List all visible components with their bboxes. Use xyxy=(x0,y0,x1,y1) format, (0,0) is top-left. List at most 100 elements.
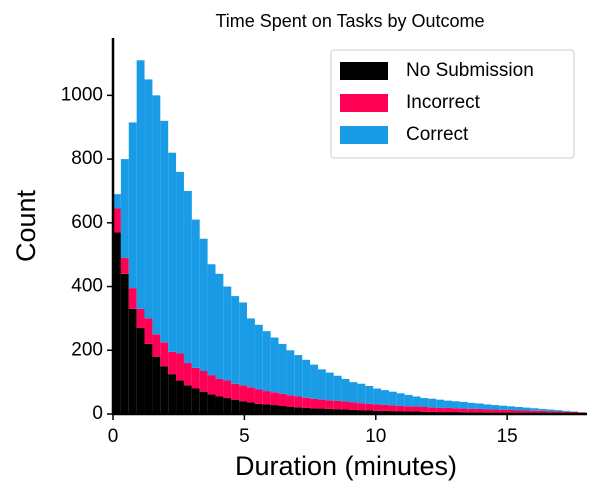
bar-segment xyxy=(325,372,334,401)
bar-segment xyxy=(215,273,224,379)
bar-segment xyxy=(341,409,350,414)
bar-segment xyxy=(191,388,200,414)
bar-segment xyxy=(341,378,350,402)
bar-segment xyxy=(207,375,216,395)
bar-segment xyxy=(310,398,318,409)
legend-swatch xyxy=(340,94,388,112)
chart-title: Time Spent on Tasks by Outcome xyxy=(215,11,484,31)
y-tick-label: 600 xyxy=(71,212,103,233)
bar-segment xyxy=(333,400,342,410)
bar-segment xyxy=(522,407,531,411)
bar-segment xyxy=(207,264,216,376)
bar-segment xyxy=(270,405,279,414)
bar-segment xyxy=(491,409,500,413)
bar-segment xyxy=(286,350,295,396)
bar-segment xyxy=(176,353,184,381)
bar-segment xyxy=(168,374,177,414)
bar-segment xyxy=(459,408,468,413)
bar-segment xyxy=(349,409,358,414)
x-tick-label: 15 xyxy=(497,426,518,447)
bar-segment xyxy=(499,409,508,413)
bar-segment xyxy=(365,385,374,404)
bar-segment xyxy=(515,410,523,414)
bar-segment xyxy=(444,407,452,413)
legend-label: No Submission xyxy=(406,60,534,81)
bar-segment xyxy=(428,407,437,412)
bar-segment xyxy=(262,404,271,414)
bar-segment xyxy=(325,408,334,414)
y-axis-label: Count xyxy=(11,189,41,262)
bar-segment xyxy=(239,401,248,414)
bar-segment xyxy=(136,327,145,414)
bar-segment xyxy=(168,351,177,375)
bar-segment xyxy=(538,408,547,411)
bar-segment xyxy=(412,411,421,414)
x-tick-label: 10 xyxy=(365,426,386,447)
legend-swatch xyxy=(340,126,388,144)
bar-segment xyxy=(286,395,295,407)
bar-segment xyxy=(562,411,571,414)
bar-segment xyxy=(199,238,208,371)
bar-segment xyxy=(546,409,555,412)
y-tick-label: 800 xyxy=(71,148,103,169)
bar-segment xyxy=(310,408,318,414)
bar-segment xyxy=(113,232,121,414)
bar-segment xyxy=(388,411,397,414)
bar-segment xyxy=(270,337,279,393)
bar-segment xyxy=(538,410,547,414)
bar-segment xyxy=(554,411,563,414)
bar-segment xyxy=(420,398,429,407)
bar-segment xyxy=(428,398,437,408)
bar-segment xyxy=(381,410,389,414)
bar-segment xyxy=(160,366,169,414)
bar-segment xyxy=(396,411,405,414)
bar-segment xyxy=(570,411,579,414)
bar-segment xyxy=(136,60,145,309)
bar-segment xyxy=(475,403,484,409)
bar-segment xyxy=(404,394,413,407)
bar-segment xyxy=(191,367,200,389)
bar-segment xyxy=(278,343,287,394)
bar-segment xyxy=(247,402,255,414)
bar-segment xyxy=(302,407,311,414)
bar-segment xyxy=(262,391,271,405)
bar-segment xyxy=(183,385,192,414)
bar-segment xyxy=(491,405,500,410)
bar-segment xyxy=(183,190,192,364)
bar-segment xyxy=(373,388,382,405)
y-tick-label: 1000 xyxy=(61,84,103,105)
y-tick-label: 200 xyxy=(71,339,103,360)
bar-segment xyxy=(357,410,366,414)
bar-segment xyxy=(302,359,311,398)
bar-segment xyxy=(278,406,287,414)
bar-segment xyxy=(294,396,303,408)
bar-segment xyxy=(144,79,153,319)
bar-segment xyxy=(254,324,263,390)
x-tick-label: 0 xyxy=(108,426,119,447)
bars xyxy=(113,60,586,414)
bar-segment xyxy=(412,396,421,407)
bar-segment xyxy=(199,391,208,414)
bar-segment xyxy=(136,308,145,328)
bar-segment xyxy=(152,356,161,414)
bar-segment xyxy=(499,405,508,410)
bar-segment xyxy=(436,399,445,408)
bar-segment xyxy=(404,411,413,414)
bar-segment xyxy=(381,390,389,405)
bar-segment xyxy=(152,95,161,335)
bar-segment xyxy=(333,409,342,414)
bar-segment xyxy=(199,370,208,392)
bar-segment xyxy=(191,219,200,368)
bar-segment xyxy=(349,382,358,403)
bar-segment xyxy=(120,159,129,258)
bar-segment xyxy=(507,406,516,410)
bar-segment xyxy=(396,393,405,406)
bar-segment xyxy=(357,403,366,411)
bar-segment xyxy=(168,152,177,352)
bar-segment xyxy=(365,403,374,411)
legend-swatch xyxy=(340,62,388,80)
bar-segment xyxy=(247,387,255,403)
bar-segment xyxy=(404,406,413,412)
bar-segment xyxy=(223,398,232,414)
